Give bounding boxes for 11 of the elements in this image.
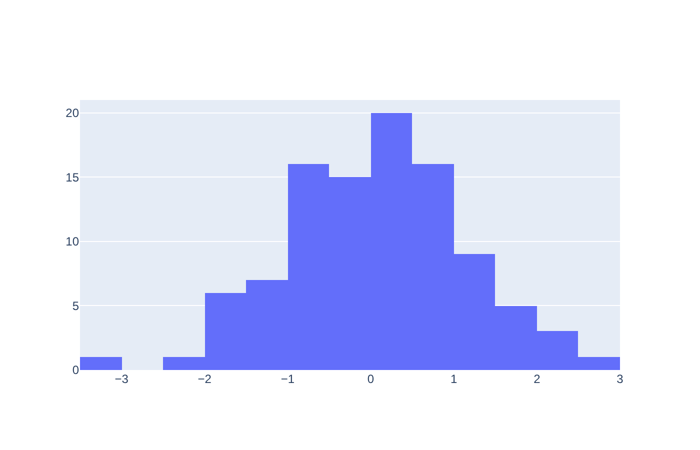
y-tick-label: 5 bbox=[72, 298, 80, 313]
y-tick-label: 20 bbox=[66, 106, 80, 120]
x-tick-label: −1 bbox=[280, 372, 295, 386]
y-tick-label: 10 bbox=[66, 234, 80, 249]
x-tick-label: 2 bbox=[534, 372, 541, 386]
x-tick-label: −3 bbox=[114, 372, 129, 386]
x-tick-label: 1 bbox=[450, 372, 458, 386]
x-tick-label: 3 bbox=[616, 372, 624, 386]
x-tick-label: −2 bbox=[198, 372, 212, 386]
y-tick-label: 15 bbox=[66, 170, 80, 184]
x-tick-label: 0 bbox=[367, 372, 374, 386]
